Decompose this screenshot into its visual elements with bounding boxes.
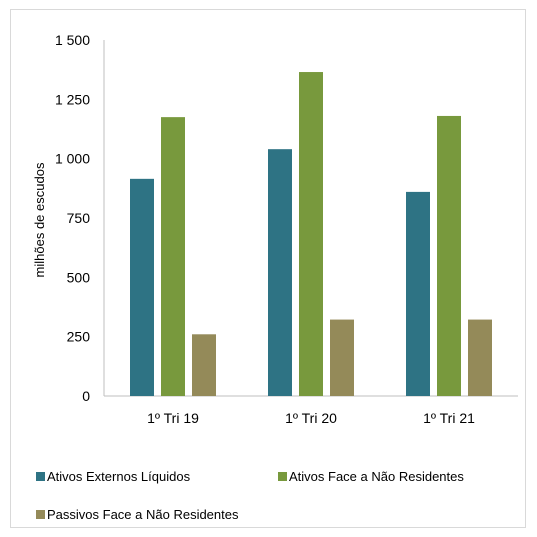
bar (437, 115, 461, 397)
bar (161, 117, 185, 396)
y-tick-label: 500 (67, 269, 91, 285)
x-tick-label: 1º Tri 19 (147, 410, 199, 426)
y-tick-label: 250 (67, 329, 91, 345)
legend-label: Ativos Externos Líquidos (47, 469, 191, 484)
y-tick-label: 0 (82, 388, 90, 404)
x-tick-label: 1º Tri 21 (423, 410, 475, 426)
y-tick-label: 750 (67, 210, 91, 226)
legend-swatch (278, 472, 287, 481)
legend-swatch (36, 472, 45, 481)
bar (406, 191, 430, 396)
legend: Ativos Externos Líquidos Ativos Face a Nã… (36, 469, 464, 522)
y-tick-label: 1 250 (55, 91, 90, 107)
bar (192, 334, 216, 396)
bar (268, 149, 292, 396)
y-tick-label: 1 000 (55, 151, 90, 167)
x-tick-label: 1º Tri 20 (285, 410, 337, 426)
legend-swatch (36, 510, 45, 519)
bar (468, 319, 492, 396)
bar (330, 319, 354, 396)
legend-label: Ativos Face a Não Residentes (289, 469, 464, 484)
y-axis-label: milhões de escudos (32, 162, 47, 277)
legend-label: Passivos Face a Não Residentes (47, 507, 239, 522)
bars (130, 72, 492, 397)
bar (130, 178, 154, 396)
y-tick-label: 1 500 (55, 32, 90, 48)
bar (299, 72, 323, 396)
y-axis-ticks: 0 250 500 750 1 000 1 250 1 500 (55, 32, 90, 404)
x-axis-ticks: 1º Tri 19 1º Tri 20 1º Tri 21 (147, 410, 475, 426)
